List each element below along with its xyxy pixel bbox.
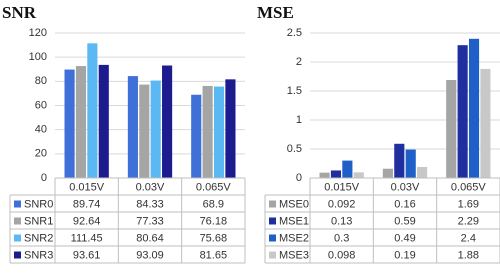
y-tick-label: 2 bbox=[296, 56, 302, 68]
table-value: 68.9 bbox=[203, 198, 224, 210]
bar bbox=[457, 45, 468, 179]
bar bbox=[191, 94, 202, 178]
legend-swatch bbox=[14, 251, 21, 259]
y-tick-label: 1 bbox=[296, 114, 302, 126]
bar bbox=[417, 166, 428, 178]
x-tick-label: 0.03V bbox=[391, 181, 420, 193]
legend-label: MSE3 bbox=[279, 249, 309, 261]
bar bbox=[162, 65, 173, 178]
bar bbox=[468, 38, 480, 178]
legend-label: SNR1 bbox=[24, 215, 53, 227]
bar bbox=[87, 43, 98, 178]
y-tick-label: 0 bbox=[41, 172, 47, 184]
table-value: 93.61 bbox=[73, 249, 101, 261]
bar bbox=[319, 172, 330, 178]
x-tick-label: 0.015V bbox=[324, 181, 360, 193]
legend-swatch bbox=[14, 234, 21, 242]
bar bbox=[202, 85, 213, 178]
y-tick-label: 2.5 bbox=[287, 27, 302, 39]
table-value: 2.4 bbox=[461, 232, 476, 244]
legend-label: SNR2 bbox=[24, 232, 53, 244]
bar bbox=[330, 170, 342, 178]
legend-swatch bbox=[269, 217, 276, 225]
y-tick-label: 100 bbox=[29, 51, 47, 63]
legend-label: MSE2 bbox=[279, 232, 309, 244]
y-tick-label: 1.5 bbox=[287, 85, 302, 97]
x-tick-label: 0.065V bbox=[451, 181, 487, 193]
x-tick-label: 0.015V bbox=[69, 181, 105, 193]
y-tick-label: 60 bbox=[35, 99, 47, 111]
table-value: 77.33 bbox=[136, 215, 164, 227]
bar bbox=[446, 79, 457, 178]
bar bbox=[139, 84, 150, 178]
bar bbox=[98, 64, 109, 178]
legend-label: MSE0 bbox=[279, 198, 309, 210]
y-tick-label: 0 bbox=[296, 172, 302, 184]
table-value: 0.092 bbox=[328, 198, 356, 210]
table-value: 89.74 bbox=[73, 198, 101, 210]
table-value: 1.69 bbox=[458, 198, 479, 210]
bar bbox=[353, 172, 364, 178]
table-value: 0.098 bbox=[328, 249, 356, 261]
bar bbox=[225, 79, 236, 178]
table-value: 0.3 bbox=[334, 232, 349, 244]
table-value: 0.19 bbox=[394, 249, 415, 261]
bar bbox=[213, 86, 225, 178]
bar bbox=[127, 76, 138, 178]
bar bbox=[405, 149, 416, 178]
bar bbox=[64, 69, 75, 178]
x-tick-label: 0.03V bbox=[136, 181, 165, 193]
table-value: 2.29 bbox=[458, 215, 479, 227]
y-tick-label: 0.5 bbox=[287, 143, 302, 155]
table-value: 1.88 bbox=[458, 249, 479, 261]
legend-label: MSE1 bbox=[279, 215, 309, 227]
y-tick-label: 40 bbox=[35, 124, 47, 136]
table-value: 0.13 bbox=[331, 215, 352, 227]
legend-swatch bbox=[14, 217, 21, 225]
table-value: 93.09 bbox=[136, 249, 164, 261]
legend-swatch bbox=[269, 200, 276, 208]
y-tick-label: 120 bbox=[29, 27, 47, 39]
table-value: 0.59 bbox=[394, 215, 415, 227]
bar bbox=[75, 66, 87, 178]
x-tick-label: 0.065V bbox=[196, 181, 232, 193]
table-value: 111.45 bbox=[71, 232, 103, 244]
bar bbox=[382, 168, 393, 178]
bar bbox=[394, 143, 405, 178]
bar bbox=[150, 80, 161, 178]
table-value: 76.18 bbox=[200, 215, 228, 227]
chart-title: MSE bbox=[257, 3, 294, 22]
table-value: 0.16 bbox=[394, 198, 415, 210]
bar bbox=[342, 160, 353, 178]
chart-title: SNR bbox=[2, 3, 37, 22]
legend-label: SNR3 bbox=[24, 249, 53, 261]
y-tick-label: 20 bbox=[35, 148, 47, 160]
table-value: 92.64 bbox=[73, 215, 101, 227]
table-value: 0.49 bbox=[394, 232, 415, 244]
legend-swatch bbox=[14, 200, 21, 208]
y-tick-label: 80 bbox=[35, 75, 47, 87]
legend-swatch bbox=[269, 251, 276, 259]
legend-label: SNR0 bbox=[24, 198, 53, 210]
table-value: 80.64 bbox=[136, 232, 164, 244]
legend-swatch bbox=[269, 234, 276, 242]
bar bbox=[480, 68, 491, 178]
table-value: 84.33 bbox=[136, 198, 164, 210]
table-value: 81.65 bbox=[200, 249, 228, 261]
table-value: 75.68 bbox=[200, 232, 228, 244]
